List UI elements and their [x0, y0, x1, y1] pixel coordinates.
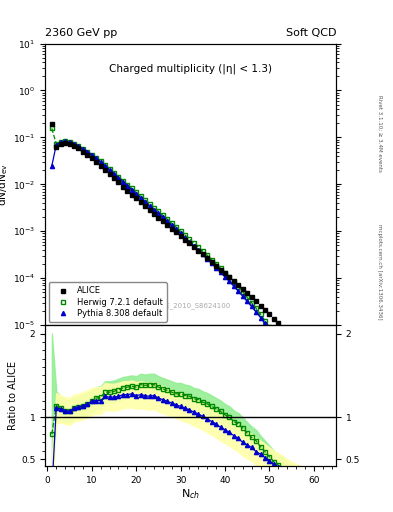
Herwig 7.2.1 default	[50, 125, 54, 132]
Y-axis label: Ratio to ALICE: Ratio to ALICE	[8, 361, 18, 430]
ALICE	[178, 233, 183, 239]
Pythia 8.308 default	[245, 298, 250, 305]
Herwig 7.2.1 default	[320, 418, 325, 424]
Line: Herwig 7.2.1 default: Herwig 7.2.1 default	[50, 126, 329, 432]
Text: mcplots.cern.ch [arXiv:1306.3436]: mcplots.cern.ch [arXiv:1306.3436]	[377, 224, 382, 319]
Line: ALICE: ALICE	[50, 121, 330, 385]
Pythia 8.308 default	[191, 243, 196, 249]
Pythia 8.308 default	[50, 163, 54, 169]
Text: 2360 GeV pp: 2360 GeV pp	[45, 28, 118, 38]
Pythia 8.308 default	[320, 409, 325, 415]
Pythia 8.308 default	[183, 234, 187, 241]
ALICE	[125, 188, 130, 194]
ALICE	[320, 373, 325, 379]
Text: Soft QCD: Soft QCD	[286, 28, 336, 38]
Text: Rivet 3.1.10; ≥ 3.4M events: Rivet 3.1.10; ≥ 3.4M events	[377, 95, 382, 172]
Y-axis label: dN/dN$_{\mathregular{ev}}$: dN/dN$_{\mathregular{ev}}$	[0, 163, 10, 206]
Herwig 7.2.1 default	[187, 236, 192, 242]
Pythia 8.308 default	[129, 186, 134, 193]
Pythia 8.308 default	[63, 138, 68, 144]
ALICE	[325, 379, 329, 385]
X-axis label: N$_{ch}$: N$_{ch}$	[181, 487, 200, 501]
Herwig 7.2.1 default	[134, 189, 139, 195]
ALICE	[50, 121, 54, 127]
Text: ALICE_2010_S8624100: ALICE_2010_S8624100	[151, 302, 231, 309]
Pythia 8.308 default	[138, 195, 143, 201]
Herwig 7.2.1 default	[125, 181, 130, 187]
ALICE	[134, 196, 139, 202]
Pythia 8.308 default	[325, 417, 329, 423]
Herwig 7.2.1 default	[241, 289, 245, 295]
ALICE	[241, 286, 245, 292]
ALICE	[187, 240, 192, 246]
Text: Charged multiplicity (|η| < 1.3): Charged multiplicity (|η| < 1.3)	[109, 63, 272, 74]
Legend: ALICE, Herwig 7.2.1 default, Pythia 8.308 default: ALICE, Herwig 7.2.1 default, Pythia 8.30…	[48, 282, 167, 322]
Line: Pythia 8.308 default: Pythia 8.308 default	[50, 139, 329, 422]
Herwig 7.2.1 default	[178, 228, 183, 234]
Herwig 7.2.1 default	[325, 427, 329, 433]
